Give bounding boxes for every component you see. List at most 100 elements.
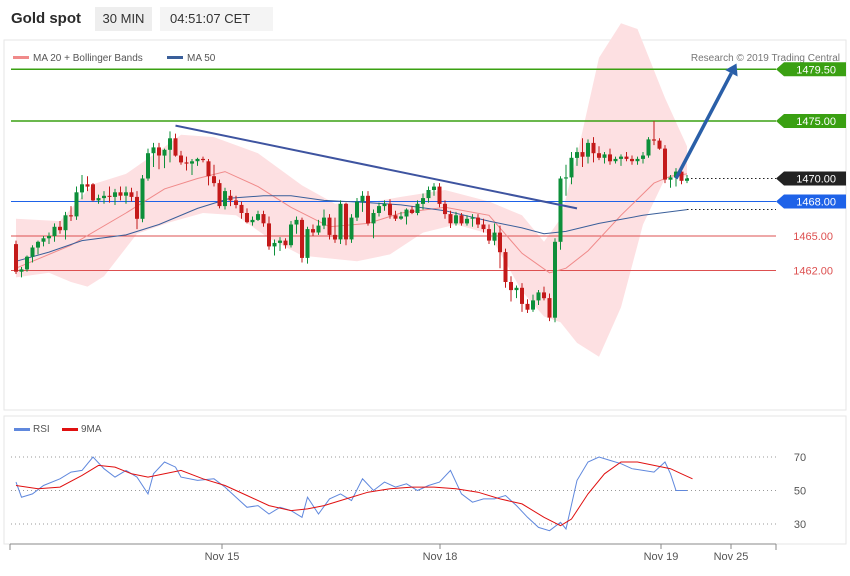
candle — [267, 216, 271, 250]
candle — [223, 187, 227, 210]
candle — [564, 164, 568, 196]
candle — [91, 183, 95, 202]
candle — [250, 216, 255, 226]
pivot-tag-3 — [776, 194, 846, 209]
candle — [85, 176, 90, 192]
candle — [80, 175, 84, 200]
legend-rsi-swatch — [14, 428, 30, 431]
candle — [52, 223, 57, 242]
candle — [465, 215, 469, 226]
candle — [443, 200, 447, 219]
support-label-5: 1462.00 — [793, 266, 833, 278]
candle-body — [344, 203, 348, 240]
candle-body — [267, 223, 271, 247]
candle-body — [558, 178, 563, 242]
candle-body — [146, 153, 150, 179]
candle-body — [421, 198, 425, 204]
candle-body — [542, 292, 546, 299]
candle — [190, 158, 194, 176]
candle-body — [646, 139, 651, 156]
candle-body — [443, 203, 447, 215]
timeframe-selector[interactable]: 30 MIN — [95, 7, 152, 31]
candle — [619, 154, 623, 166]
candle — [355, 198, 359, 222]
candle-body — [641, 155, 645, 159]
candle — [547, 293, 552, 322]
candle-body — [410, 209, 414, 213]
candle-body — [569, 157, 574, 178]
candle-body — [492, 232, 497, 241]
projection-arrow — [674, 72, 733, 180]
candle-body — [239, 204, 244, 213]
candle-body — [388, 203, 392, 216]
candle — [294, 216, 299, 234]
candle — [261, 210, 266, 227]
candle — [459, 213, 464, 226]
x-tick-label: Nov 25 — [714, 551, 749, 563]
candle — [63, 211, 68, 240]
candle-body — [399, 216, 403, 219]
candle-body — [278, 240, 282, 243]
candle — [454, 211, 458, 226]
candle — [641, 152, 645, 164]
candle-body — [322, 217, 326, 226]
candle-body — [256, 214, 260, 220]
candle-body — [371, 213, 376, 224]
candle-body — [415, 203, 420, 213]
candle-body — [118, 192, 123, 196]
candle — [492, 223, 497, 246]
candle-body — [184, 162, 189, 164]
candle-body — [591, 142, 596, 154]
candle — [272, 239, 277, 256]
current-label-2: 1470.00 — [796, 174, 836, 186]
candle — [316, 219, 321, 235]
resistance-label-0: 1479.50 — [796, 64, 836, 76]
candle-body — [107, 195, 112, 197]
candle — [322, 209, 326, 230]
candle-body — [69, 215, 73, 217]
candle-body — [624, 156, 629, 159]
candle-body — [547, 298, 552, 318]
candle-body — [129, 192, 134, 197]
candle — [399, 211, 403, 220]
candle — [239, 201, 244, 219]
candle-body — [498, 232, 502, 253]
candle — [19, 267, 24, 278]
candle-body — [613, 158, 618, 162]
legend-rsi-ma-swatch — [62, 428, 78, 431]
candle-body — [481, 224, 486, 230]
candle — [448, 210, 453, 228]
candle — [102, 191, 106, 204]
candle-body — [338, 203, 343, 240]
candle — [173, 133, 178, 157]
candle — [217, 179, 222, 209]
legend-ma20-swatch — [13, 56, 29, 59]
candle — [432, 183, 436, 196]
candle — [635, 156, 640, 165]
candle-body — [63, 215, 68, 231]
candle-body — [41, 238, 46, 242]
candle — [503, 248, 508, 288]
candle — [404, 208, 409, 225]
candle-body — [602, 154, 607, 158]
rsi-tick-label: 30 — [794, 519, 806, 531]
candle — [151, 142, 156, 167]
candle — [685, 175, 689, 184]
candle — [366, 191, 370, 226]
candle — [184, 156, 189, 171]
candle — [162, 148, 167, 169]
legend-ma20-label: MA 20 + Bollinger Bands — [33, 53, 143, 64]
resistance-tag-0 — [776, 62, 846, 77]
candle — [360, 191, 365, 212]
legend-ma50-swatch — [167, 56, 183, 59]
candle-body — [531, 300, 535, 310]
candle — [663, 145, 667, 184]
resistance-tag-1 — [776, 114, 846, 128]
candle-body — [630, 158, 634, 162]
candle — [107, 186, 112, 203]
candle — [393, 210, 398, 222]
candle-body — [663, 148, 667, 180]
candle — [487, 224, 491, 245]
candle — [69, 206, 73, 222]
candle-body — [124, 192, 128, 196]
